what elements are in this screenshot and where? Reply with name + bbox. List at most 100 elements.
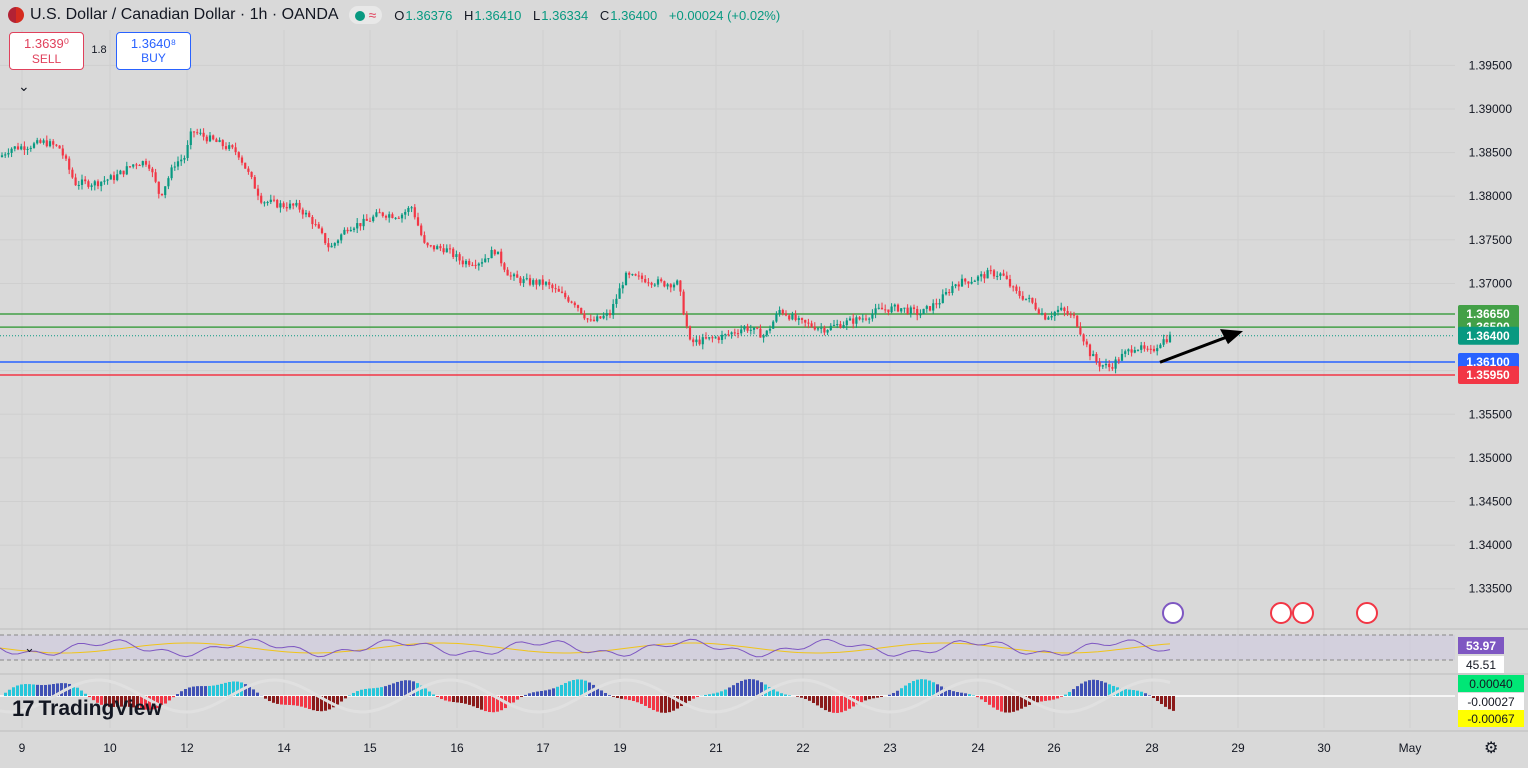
candle-body: [1143, 345, 1146, 349]
candle-body: [240, 157, 244, 163]
candle-body: [746, 326, 749, 331]
candle-body: [429, 245, 432, 247]
lightning-event-icon: [1162, 602, 1184, 624]
candle-body: [362, 218, 365, 227]
hist-bar: [964, 693, 967, 696]
symbol-title[interactable]: U.S. Dollar / Canadian Dollar · 1h · OAN…: [30, 6, 339, 23]
hist-bar: [400, 680, 403, 696]
candle-body: [413, 207, 416, 218]
hist-bar: [288, 696, 291, 705]
candle-body: [96, 181, 100, 187]
price-tag-label: 1.36100: [1466, 355, 1510, 369]
candle-body: [813, 326, 816, 330]
collapse-legend-icon[interactable]: ⌄: [18, 78, 30, 94]
hist-bar: [1012, 696, 1015, 712]
hist-bar: [588, 682, 591, 696]
sell-button[interactable]: 1.3639⁰ SELL: [9, 32, 84, 70]
candle-body: [816, 328, 820, 330]
hist-bar: [708, 694, 711, 696]
hist-bar: [760, 682, 763, 696]
hist-bar: [96, 696, 99, 703]
candle-body: [621, 285, 624, 289]
hist-bar: [156, 696, 159, 709]
hist-bar: [420, 685, 423, 696]
candle-body: [756, 327, 759, 329]
candle-body: [580, 307, 583, 314]
candle-body: [788, 315, 791, 320]
candle-body: [343, 229, 346, 235]
candle-body: [1120, 353, 1124, 361]
us-flag-event-icon: [1292, 602, 1314, 624]
candle-body: [663, 281, 666, 287]
candle-body: [154, 172, 157, 182]
hist-bar: [1060, 696, 1063, 697]
candle-body: [333, 243, 336, 246]
hist-bar: [268, 696, 271, 702]
candle-body: [762, 335, 765, 338]
candle-body: [144, 161, 148, 165]
settings-gear-icon[interactable]: ⚙: [1484, 740, 1499, 757]
hist-bar: [1092, 679, 1095, 696]
candle-body: [1162, 339, 1165, 345]
candle-body: [100, 181, 103, 187]
candle-body: [1072, 314, 1076, 316]
hist-bar: [468, 696, 471, 705]
hist-bar: [132, 696, 135, 708]
candle-body: [1005, 275, 1008, 280]
hist-bar: [480, 696, 483, 710]
chart-header: U.S. Dollar / Canadian Dollar · 1h · OAN…: [0, 0, 788, 30]
candle-body: [218, 140, 221, 143]
candle-body: [1104, 363, 1108, 366]
hist-bar: [668, 696, 671, 713]
candle-body: [276, 200, 279, 208]
candle-body: [327, 243, 330, 248]
candle-body: [775, 313, 778, 322]
hist-bar: [944, 688, 947, 696]
candle-body: [186, 145, 189, 159]
candle-body: [596, 316, 599, 321]
hist-bar: [1080, 683, 1083, 696]
hist-bar: [628, 696, 631, 701]
hist-bar: [660, 696, 663, 713]
price-tag-label: 1.36400: [1466, 329, 1510, 343]
candle-body: [528, 278, 532, 285]
hist-bar: [276, 696, 279, 704]
candle-body: [695, 339, 698, 343]
candle-body: [1165, 339, 1168, 343]
hist-bar: [704, 694, 707, 696]
rsi-value: 53.97: [1466, 639, 1496, 653]
candle-body: [1028, 297, 1031, 299]
candle-body: [941, 294, 944, 304]
buy-button[interactable]: 1.3640⁸ BUY: [116, 32, 191, 70]
hist-bar: [1088, 680, 1091, 696]
hist-bar: [744, 679, 747, 696]
hist-bar: [728, 687, 731, 696]
candle-body: [1149, 348, 1152, 350]
hist-bar: [904, 685, 907, 696]
status-pill[interactable]: ≈: [348, 6, 383, 24]
hist-bar: [808, 696, 811, 701]
candle-body: [557, 288, 560, 292]
candle-body: [80, 179, 84, 185]
candle-body: [1063, 307, 1066, 312]
hist-bar: [972, 695, 975, 696]
hist-bar: [692, 696, 695, 699]
candle-body: [253, 177, 256, 189]
x-tick-label: 14: [277, 741, 291, 755]
hist-bar: [740, 680, 743, 696]
candle-body: [669, 284, 672, 288]
candle-body: [426, 242, 429, 246]
x-tick-label: 24: [971, 741, 985, 755]
hist-bar: [232, 681, 235, 696]
candle-body: [1133, 350, 1136, 353]
candle-body: [948, 292, 951, 294]
hist-bar: [672, 696, 675, 711]
hist-bar: [1120, 688, 1123, 696]
hist-bar: [1024, 696, 1027, 707]
hist-bar: [524, 694, 527, 696]
candle-body: [1012, 286, 1015, 288]
hist-bar: [1072, 689, 1075, 696]
candle-body: [493, 249, 496, 255]
candle-body: [733, 332, 736, 334]
